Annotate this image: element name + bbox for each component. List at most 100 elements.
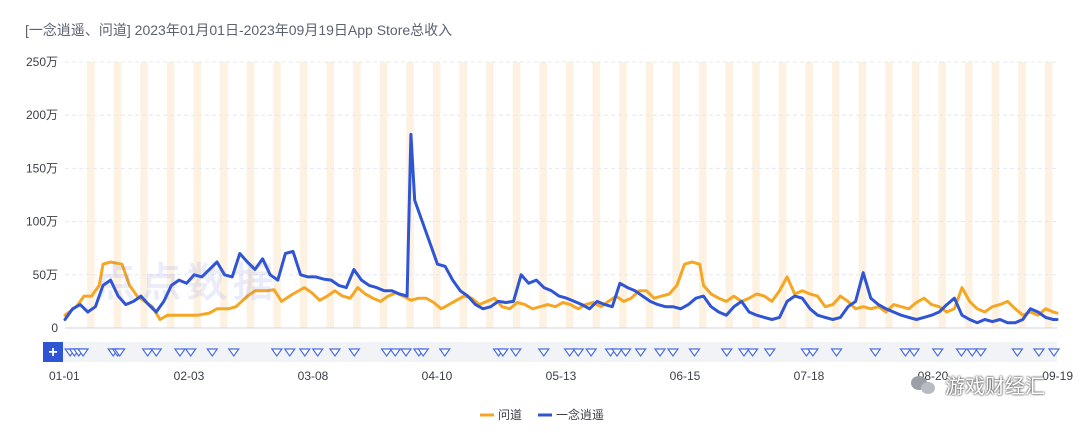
- x-tick-label: 01-01: [49, 369, 80, 383]
- grid-lines: [65, 61, 1057, 329]
- event-marker-icon[interactable]: [76, 348, 90, 358]
- weekend-band: [619, 62, 627, 328]
- event-marker-icon[interactable]: [619, 348, 632, 358]
- event-marker-icon[interactable]: [666, 348, 680, 358]
- event-marker-icon[interactable]: [720, 348, 733, 358]
- plus-icon[interactable]: +: [48, 344, 57, 361]
- event-marker-icon[interactable]: [634, 348, 647, 358]
- event-marker-icon[interactable]: [899, 348, 912, 358]
- event-marker-icon[interactable]: [1011, 348, 1024, 358]
- event-marker-icon[interactable]: [270, 348, 283, 358]
- y-tick-label: 150万: [26, 161, 58, 175]
- weekend-band: [113, 62, 122, 328]
- legend-label: 一念逍遥: [556, 407, 604, 422]
- weekend-band: [858, 62, 867, 328]
- event-marker-icon[interactable]: [907, 348, 921, 358]
- weekend-band: [672, 62, 680, 328]
- event-marker-icon[interactable]: [227, 348, 240, 358]
- event-strip: +: [43, 342, 1061, 362]
- event-marker-icon[interactable]: [496, 348, 510, 358]
- y-tick-label: 200万: [26, 108, 58, 122]
- weekend-band: [831, 62, 840, 328]
- weekend-band: [299, 62, 308, 328]
- event-marker-icon[interactable]: [806, 348, 820, 358]
- event-marker-icon[interactable]: [584, 348, 598, 358]
- event-marker-icon[interactable]: [966, 348, 979, 358]
- event-marker-icon[interactable]: [389, 348, 402, 358]
- weekend-band: [512, 62, 521, 328]
- watermark-logo: 点点数据: [95, 261, 279, 305]
- weekend-band: [698, 62, 707, 328]
- add-event-button[interactable]: [43, 342, 63, 362]
- account-name: 游戏财经汇: [945, 376, 1045, 398]
- event-marker-icon[interactable]: [399, 348, 413, 358]
- event-marker-icon[interactable]: [763, 348, 776, 358]
- event-marker-icon[interactable]: [328, 348, 342, 358]
- y-tick-label: 50万: [33, 268, 58, 282]
- weekend-band: [911, 62, 920, 328]
- series-line: [63, 260, 1059, 321]
- chart-title: [一念逍遥、问道] 2023年01月01日-2023年09月19日App Sto…: [25, 22, 453, 38]
- event-marker-icon[interactable]: [688, 348, 701, 358]
- event-marker-icon[interactable]: [150, 348, 163, 358]
- event-marker-icon[interactable]: [737, 348, 751, 358]
- event-marker-icon[interactable]: [113, 348, 126, 358]
- event-marker-icon[interactable]: [746, 348, 759, 358]
- event-strip-bg: [43, 342, 1057, 362]
- account-watermark: 游戏财经汇: [911, 370, 1045, 399]
- event-marker-icon[interactable]: [537, 348, 550, 358]
- x-axis-ticks: 01-01 02-03 03-08 04-10 05-13 06-15 07-18 08-20…: [49, 369, 1073, 383]
- event-marker-icon[interactable]: [931, 348, 944, 358]
- event-marker-icon[interactable]: [869, 348, 882, 358]
- weekend-band: [87, 62, 95, 328]
- weekend-band: [991, 62, 1000, 328]
- event-marker-icon[interactable]: [572, 348, 585, 358]
- event-marker-icon[interactable]: [206, 348, 219, 358]
- event-marker-icon[interactable]: [438, 348, 451, 358]
- x-tick-label: 09-19: [1042, 369, 1073, 383]
- event-marker-icon[interactable]: [184, 348, 197, 358]
- weekend-band: [778, 62, 787, 328]
- event-marker-icon[interactable]: [563, 348, 576, 358]
- event-marker-icon[interactable]: [141, 348, 154, 358]
- weekend-band: [486, 62, 494, 328]
- weekend-band: [166, 62, 175, 328]
- event-marker-icon[interactable]: [380, 348, 393, 358]
- event-marker-icon[interactable]: [610, 348, 624, 358]
- weekend-band: [273, 62, 281, 328]
- event-marker-icon[interactable]: [283, 348, 296, 358]
- weekend-band: [379, 62, 388, 328]
- weekend-band: [645, 62, 654, 328]
- x-tick-label: 03-08: [298, 369, 329, 383]
- event-marker-icon[interactable]: [955, 348, 968, 358]
- y-tick-label: 250万: [26, 55, 58, 69]
- event-marker-icon[interactable]: [311, 348, 324, 358]
- weekend-band: [885, 62, 893, 328]
- weekend-band: [193, 62, 202, 328]
- weekend-band: [965, 62, 973, 328]
- series-lines: [63, 132, 1059, 325]
- event-marker-icon[interactable]: [1047, 348, 1061, 358]
- weekend-band: [432, 62, 441, 328]
- weekend-band: [539, 62, 547, 328]
- weekend-band: [805, 62, 813, 328]
- weekend-band: [938, 62, 947, 328]
- y-tick-label: 100万: [26, 215, 58, 229]
- legend: 问道 一念逍遥: [480, 407, 604, 422]
- event-marker-icon[interactable]: [974, 348, 987, 358]
- weekend-band: [353, 62, 361, 328]
- event-marker-icon[interactable]: [509, 348, 522, 358]
- event-marker-icon[interactable]: [173, 348, 187, 358]
- x-tick-label: 06-15: [670, 369, 701, 383]
- event-marker-icon[interactable]: [1032, 348, 1046, 358]
- weekend-band: [326, 62, 335, 328]
- event-marker-icon[interactable]: [653, 348, 667, 358]
- weekend-band: [140, 62, 148, 328]
- event-marker-icon[interactable]: [830, 348, 843, 358]
- event-marker-icon[interactable]: [417, 348, 430, 358]
- weekend-band: [565, 62, 574, 328]
- event-marker-icon[interactable]: [298, 348, 311, 358]
- event-marker-icon[interactable]: [348, 348, 361, 358]
- x-tick-label: 04-10: [422, 369, 453, 383]
